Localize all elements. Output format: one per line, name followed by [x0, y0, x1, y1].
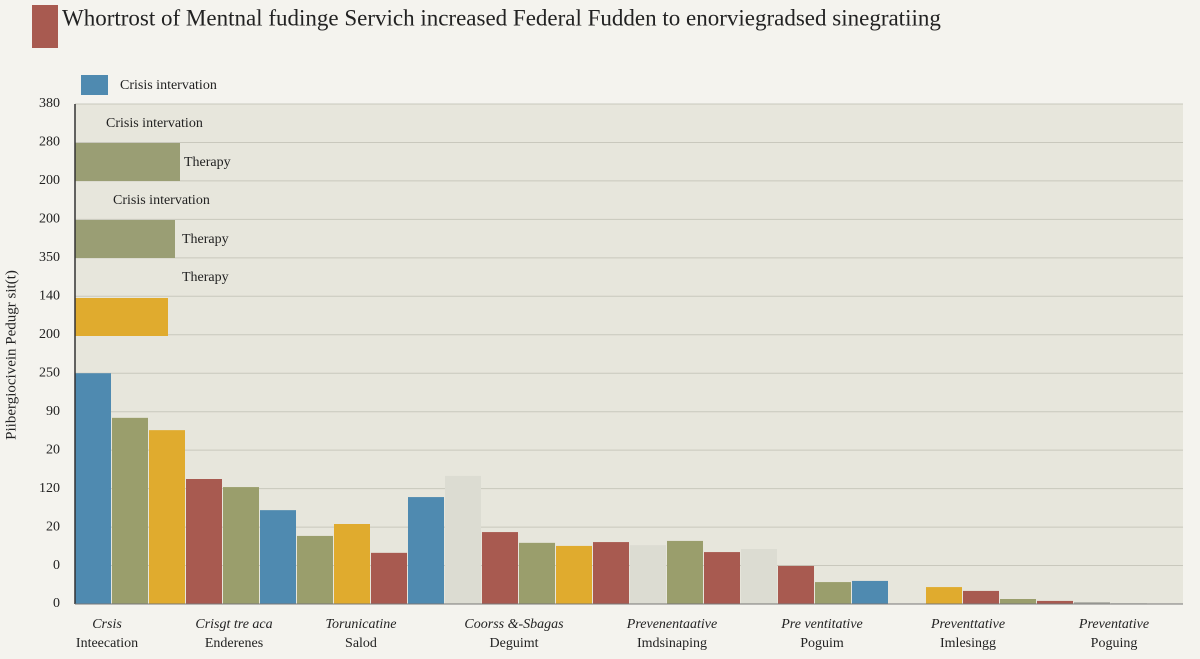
y-tick-label: 0 [53, 596, 60, 611]
x-tick-label: Deguimt [490, 636, 539, 651]
annotation: Therapy [184, 155, 231, 170]
y-tick-label: 380 [39, 96, 60, 111]
bar [334, 524, 370, 604]
x-tick-label: Prevenentaative [626, 617, 717, 632]
plot-area [75, 104, 1183, 604]
bar [926, 587, 962, 604]
x-tick-label: Salod [345, 636, 377, 651]
bar [556, 545, 592, 604]
x-tick-label: Coorss &-Sbagas [464, 617, 564, 632]
x-tick-label: Poguim [800, 636, 844, 651]
x-tick-label: Crsis [92, 617, 122, 632]
bar [371, 552, 407, 604]
bar [630, 545, 666, 604]
bar [75, 373, 111, 604]
bar [778, 565, 814, 604]
x-tick-label: Preventative [1078, 617, 1149, 632]
bar [297, 535, 333, 604]
y-tick-label: 20 [46, 442, 60, 457]
title-icon [32, 5, 58, 48]
bar [482, 532, 518, 604]
bar [852, 580, 888, 604]
bar [408, 497, 444, 604]
y-tick-label: 280 [39, 135, 60, 150]
y-tick-label: 120 [39, 481, 60, 496]
y-axis-label: Piibergiocivein Pedugr sit(t) [3, 270, 19, 440]
y-tick-label: 0 [53, 558, 60, 573]
bar [1074, 602, 1110, 604]
bar [519, 542, 555, 604]
x-tick-label: Enderenes [205, 636, 263, 651]
bar [741, 549, 777, 604]
x-tick-label: Pre ventitative [780, 617, 863, 632]
x-tick-label: Imlesingg [940, 636, 996, 651]
annotation: Crisis intervation [113, 193, 210, 208]
overlay-bar [75, 220, 175, 258]
y-tick-label: 140 [39, 289, 60, 304]
y-tick-label: 90 [46, 404, 60, 419]
bar [149, 430, 185, 604]
bar [223, 487, 259, 604]
annotation: Crisis intervation [106, 116, 203, 131]
y-tick-label: 200 [39, 212, 60, 227]
overlay-bar [75, 298, 168, 336]
legend-swatch [81, 75, 108, 95]
x-tick-label: Preventtative [930, 617, 1005, 632]
legend-label: Crisis intervation [120, 78, 217, 93]
y-tick-label: 200 [39, 327, 60, 342]
overlay-bar [75, 143, 180, 181]
bar [186, 479, 222, 604]
annotation: Therapy [182, 232, 229, 247]
y-tick-label: 200 [39, 173, 60, 188]
bar [963, 590, 999, 604]
bar [445, 475, 481, 604]
x-tick-label: Imdsinaping [637, 636, 707, 651]
bar [815, 582, 851, 604]
overlay-bars [75, 143, 180, 336]
x-tick-label: Poguing [1091, 636, 1138, 651]
annotation: Therapy [182, 270, 229, 285]
bar [667, 540, 703, 604]
chart-title: Whortrost of Mentnal fudinge Servich inc… [62, 5, 941, 30]
bar [1037, 600, 1073, 604]
y-tick-label: 350 [39, 250, 60, 265]
bar [112, 417, 148, 604]
bar [1000, 599, 1036, 604]
bar [704, 552, 740, 604]
x-tick-label: Torunicatine [325, 617, 396, 632]
y-tick-label: 250 [39, 365, 60, 380]
y-tick-label: 20 [46, 519, 60, 534]
x-tick-label: Crisgt tre aca [195, 617, 272, 632]
x-tick-label: Inteecation [76, 636, 138, 651]
bar [593, 542, 629, 604]
bar [260, 510, 296, 604]
